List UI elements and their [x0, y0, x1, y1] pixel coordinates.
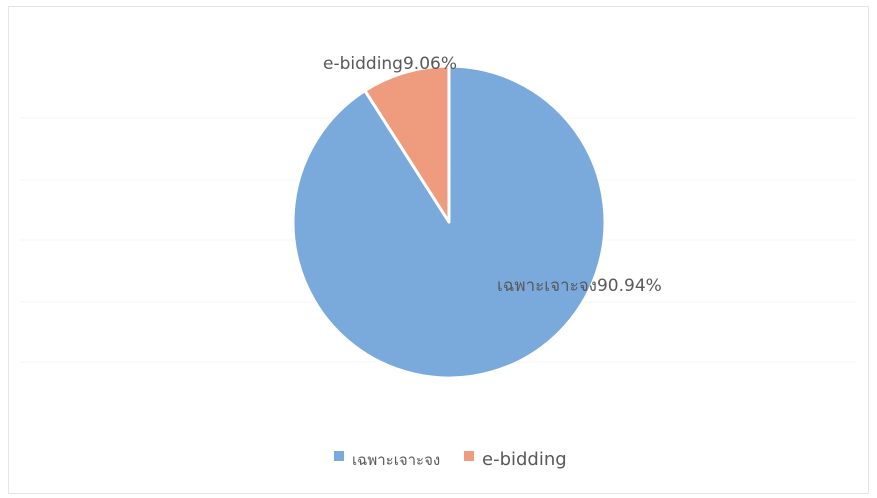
legend: เฉพาะเจาะจง e-bidding	[334, 449, 567, 470]
pie-slice-e-bidding	[363, 64, 451, 224]
data-label-e-bidding: e-bidding9.06%	[323, 54, 457, 74]
legend-swatch-e-bidding	[464, 451, 474, 461]
legend-label-e-bidding: e-bidding	[482, 449, 567, 470]
legend-label-specific: เฉพาะเจาะจง	[352, 451, 440, 469]
data-label-specific: เฉพาะเจาะจง90.94%	[497, 276, 662, 296]
pie-slices	[291, 64, 607, 380]
legend-swatch-specific	[334, 451, 344, 461]
